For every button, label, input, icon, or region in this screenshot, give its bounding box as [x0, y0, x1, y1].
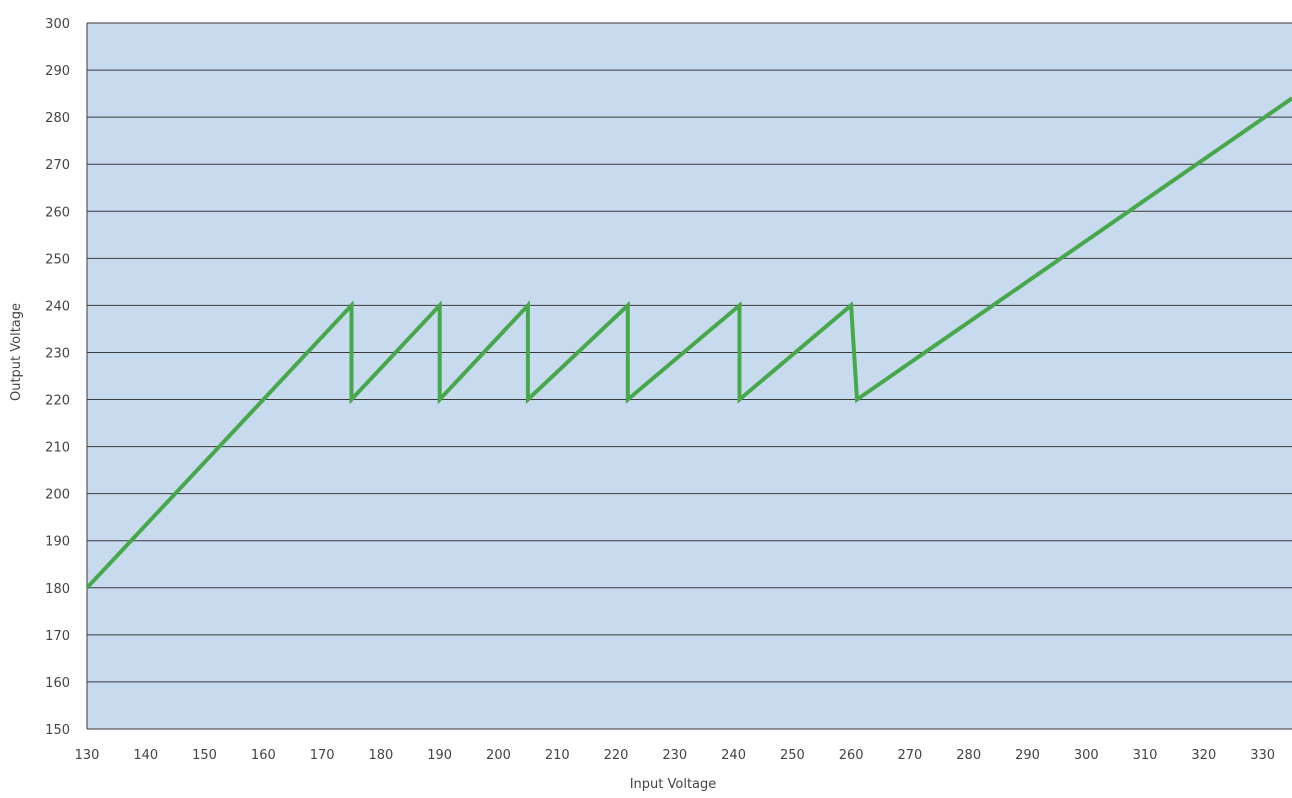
y-tick-label: 190 [45, 535, 70, 550]
x-tick-label: 260 [839, 748, 864, 763]
x-tick-label: 320 [1191, 748, 1216, 763]
y-tick-label: 210 [45, 441, 70, 456]
x-axis-label: Input Voltage [630, 777, 717, 792]
y-tick-label: 170 [45, 629, 70, 644]
x-tick-label: 160 [251, 748, 276, 763]
series-line [85, 96, 1292, 590]
plot-background [87, 23, 1292, 729]
x-tick-label: 330 [1250, 748, 1275, 763]
y-tick-label: 290 [45, 64, 70, 79]
y-tick-label: 160 [45, 676, 70, 691]
y-tick-label: 280 [45, 111, 70, 126]
y-tick-label: 180 [45, 582, 70, 597]
x-tick-label: 130 [75, 748, 100, 763]
x-tick-label: 220 [604, 748, 629, 763]
x-tick-label: 280 [956, 748, 981, 763]
y-tick-label: 250 [45, 252, 70, 267]
y-tick-label: 230 [45, 346, 70, 361]
y-tick-label: 240 [45, 299, 70, 314]
y-tick-label: 260 [45, 205, 70, 220]
y-tick-label: 150 [45, 723, 70, 738]
x-tick-label: 190 [427, 748, 452, 763]
x-tick-label: 200 [486, 748, 511, 763]
gridlines [87, 22, 1292, 730]
y-axis-tick-labels: 150 160 170 180 190 200 210 220 230 240 250 260 270 2… [45, 17, 70, 738]
x-tick-label: 250 [780, 748, 805, 763]
x-tick-label: 180 [368, 748, 393, 763]
x-tick-label: 150 [192, 748, 217, 763]
x-tick-label: 300 [1074, 748, 1099, 763]
y-axis-label: Output Voltage [9, 303, 24, 401]
y-tick-label: 300 [45, 17, 70, 32]
x-axis-tick-labels: 130 140 150 160 170 180 190 200 210 220 230 240 250 2… [75, 748, 1275, 763]
x-tick-label: 230 [662, 748, 687, 763]
x-tick-label: 270 [898, 748, 923, 763]
y-tick-label: 220 [45, 394, 70, 409]
x-tick-label: 240 [721, 748, 746, 763]
x-tick-label: 170 [310, 748, 335, 763]
x-tick-label: 290 [1015, 748, 1040, 763]
y-tick-label: 270 [45, 158, 70, 173]
x-tick-label: 140 [133, 748, 158, 763]
y-tick-label: 200 [45, 488, 70, 503]
x-tick-label: 210 [545, 748, 570, 763]
x-tick-label: 310 [1133, 748, 1158, 763]
